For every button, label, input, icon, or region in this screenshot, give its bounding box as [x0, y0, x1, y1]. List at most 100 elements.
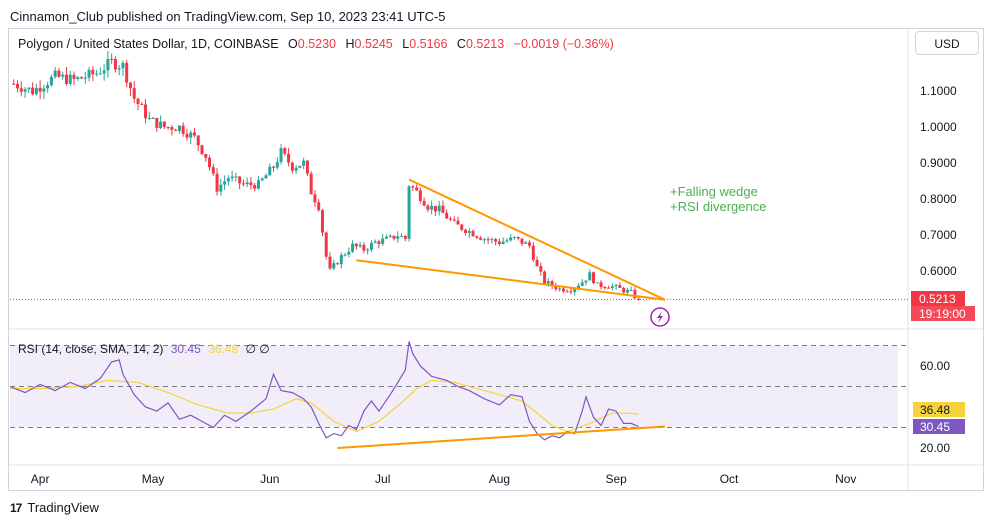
- candle: [16, 83, 20, 89]
- candle: [546, 281, 550, 284]
- candle: [219, 184, 223, 192]
- candle: [531, 245, 535, 260]
- candle: [155, 117, 159, 128]
- candle: [230, 176, 234, 179]
- wedge-line: [408, 178, 666, 301]
- candle: [174, 129, 178, 131]
- candle: [618, 285, 622, 289]
- time-tick: Sep: [605, 472, 627, 486]
- candle: [516, 236, 520, 239]
- low-value: 0.5166: [409, 37, 448, 51]
- candle: [320, 210, 324, 233]
- candle: [351, 243, 355, 252]
- candle: [479, 237, 483, 240]
- candle: [110, 58, 114, 60]
- candle: [633, 289, 637, 299]
- candle: [377, 241, 381, 244]
- candle: [238, 176, 242, 184]
- tradingview-brand: TradingView: [27, 500, 99, 515]
- candle: [151, 117, 155, 119]
- candle: [159, 121, 163, 128]
- candle: [501, 241, 505, 244]
- candle: [452, 219, 456, 221]
- candle: [415, 187, 419, 191]
- candle: [437, 205, 441, 212]
- currency-button[interactable]: USD: [915, 31, 979, 55]
- candle: [309, 173, 313, 195]
- candle: [245, 182, 249, 185]
- candle: [482, 239, 486, 241]
- candle: [445, 212, 449, 219]
- candle: [113, 59, 117, 70]
- price-axis: 1.1000 1.0000 0.9000 0.8000 0.7000 0.6000: [920, 84, 957, 278]
- rsi-tick: 20.00: [920, 441, 950, 455]
- candle: [336, 263, 340, 265]
- candle: [460, 224, 464, 230]
- close-label: C: [456, 37, 466, 51]
- candle: [290, 162, 294, 171]
- candle: [554, 285, 558, 290]
- candle: [528, 242, 532, 246]
- candle: [347, 251, 351, 255]
- candle: [264, 175, 268, 179]
- candle: [298, 165, 302, 168]
- candle: [83, 77, 87, 79]
- candle: [324, 232, 328, 257]
- chart-frame: [8, 28, 984, 491]
- time-tick: Aug: [489, 472, 510, 486]
- time-tick: Jul: [375, 472, 390, 486]
- time-tick: Nov: [835, 472, 856, 486]
- candle: [196, 135, 200, 146]
- tradingview-logo[interactable]: 17 TradingView: [10, 500, 99, 515]
- wedge-line: [356, 259, 666, 301]
- candle: [509, 237, 513, 241]
- candle: [464, 229, 468, 234]
- candle: [392, 235, 396, 239]
- candle: [569, 291, 573, 293]
- candle: [256, 180, 260, 189]
- candle: [249, 182, 253, 186]
- candle: [125, 62, 129, 83]
- rsi-axis: 60.00 20.00: [920, 359, 950, 455]
- candle: [226, 178, 230, 182]
- candle: [287, 153, 291, 163]
- candle: [426, 205, 430, 210]
- candle: [189, 132, 193, 138]
- candle: [87, 69, 91, 78]
- candle: [418, 190, 422, 201]
- candle: [388, 235, 392, 237]
- price-tick: 1.1000: [920, 84, 957, 98]
- candle: [294, 167, 298, 171]
- candle: [42, 88, 46, 92]
- candle: [117, 68, 121, 70]
- time-tick: Apr: [31, 472, 50, 486]
- candle: [343, 254, 347, 256]
- time-tick: Oct: [720, 472, 739, 486]
- candle: [215, 173, 219, 192]
- candle: [535, 259, 539, 267]
- rsi-sma-tag: 36.48: [920, 403, 950, 417]
- open-value: 0.5230: [297, 37, 336, 51]
- candle: [12, 83, 16, 85]
- rsi-line: [9, 341, 639, 441]
- flash-icon[interactable]: [650, 307, 670, 327]
- candle: [166, 127, 170, 129]
- price-tick: 0.9000: [920, 156, 957, 170]
- candle: [253, 185, 257, 189]
- rsi-value-tag: 30.45: [920, 420, 950, 434]
- candle: [302, 160, 306, 166]
- candle: [362, 244, 366, 251]
- candle: [80, 77, 84, 79]
- candle: [49, 76, 53, 86]
- rsi-sma-line: [10, 379, 639, 433]
- candle: [610, 286, 614, 288]
- candle: [260, 178, 264, 181]
- candle: [430, 205, 434, 210]
- candle: [622, 288, 626, 293]
- publisher-line: Cinnamon_Club published on TradingView.c…: [10, 9, 446, 24]
- candle: [441, 205, 445, 213]
- candle: [132, 88, 136, 99]
- candle: [565, 291, 569, 293]
- candle: [497, 241, 501, 244]
